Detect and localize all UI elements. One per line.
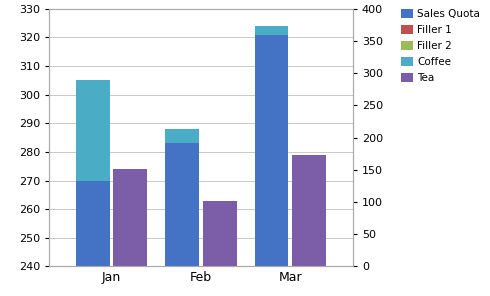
Bar — [165, 129, 199, 143]
Bar — [165, 129, 199, 266]
Bar — [203, 201, 237, 266]
Bar — [76, 81, 110, 181]
Bar — [76, 181, 110, 266]
Bar — [292, 155, 326, 266]
Bar — [113, 169, 147, 266]
Bar — [254, 26, 289, 35]
Legend: Sales Quota, Filler 1, Filler 2, Coffee, Tea: Sales Quota, Filler 1, Filler 2, Coffee,… — [400, 9, 480, 83]
Bar — [254, 26, 289, 266]
